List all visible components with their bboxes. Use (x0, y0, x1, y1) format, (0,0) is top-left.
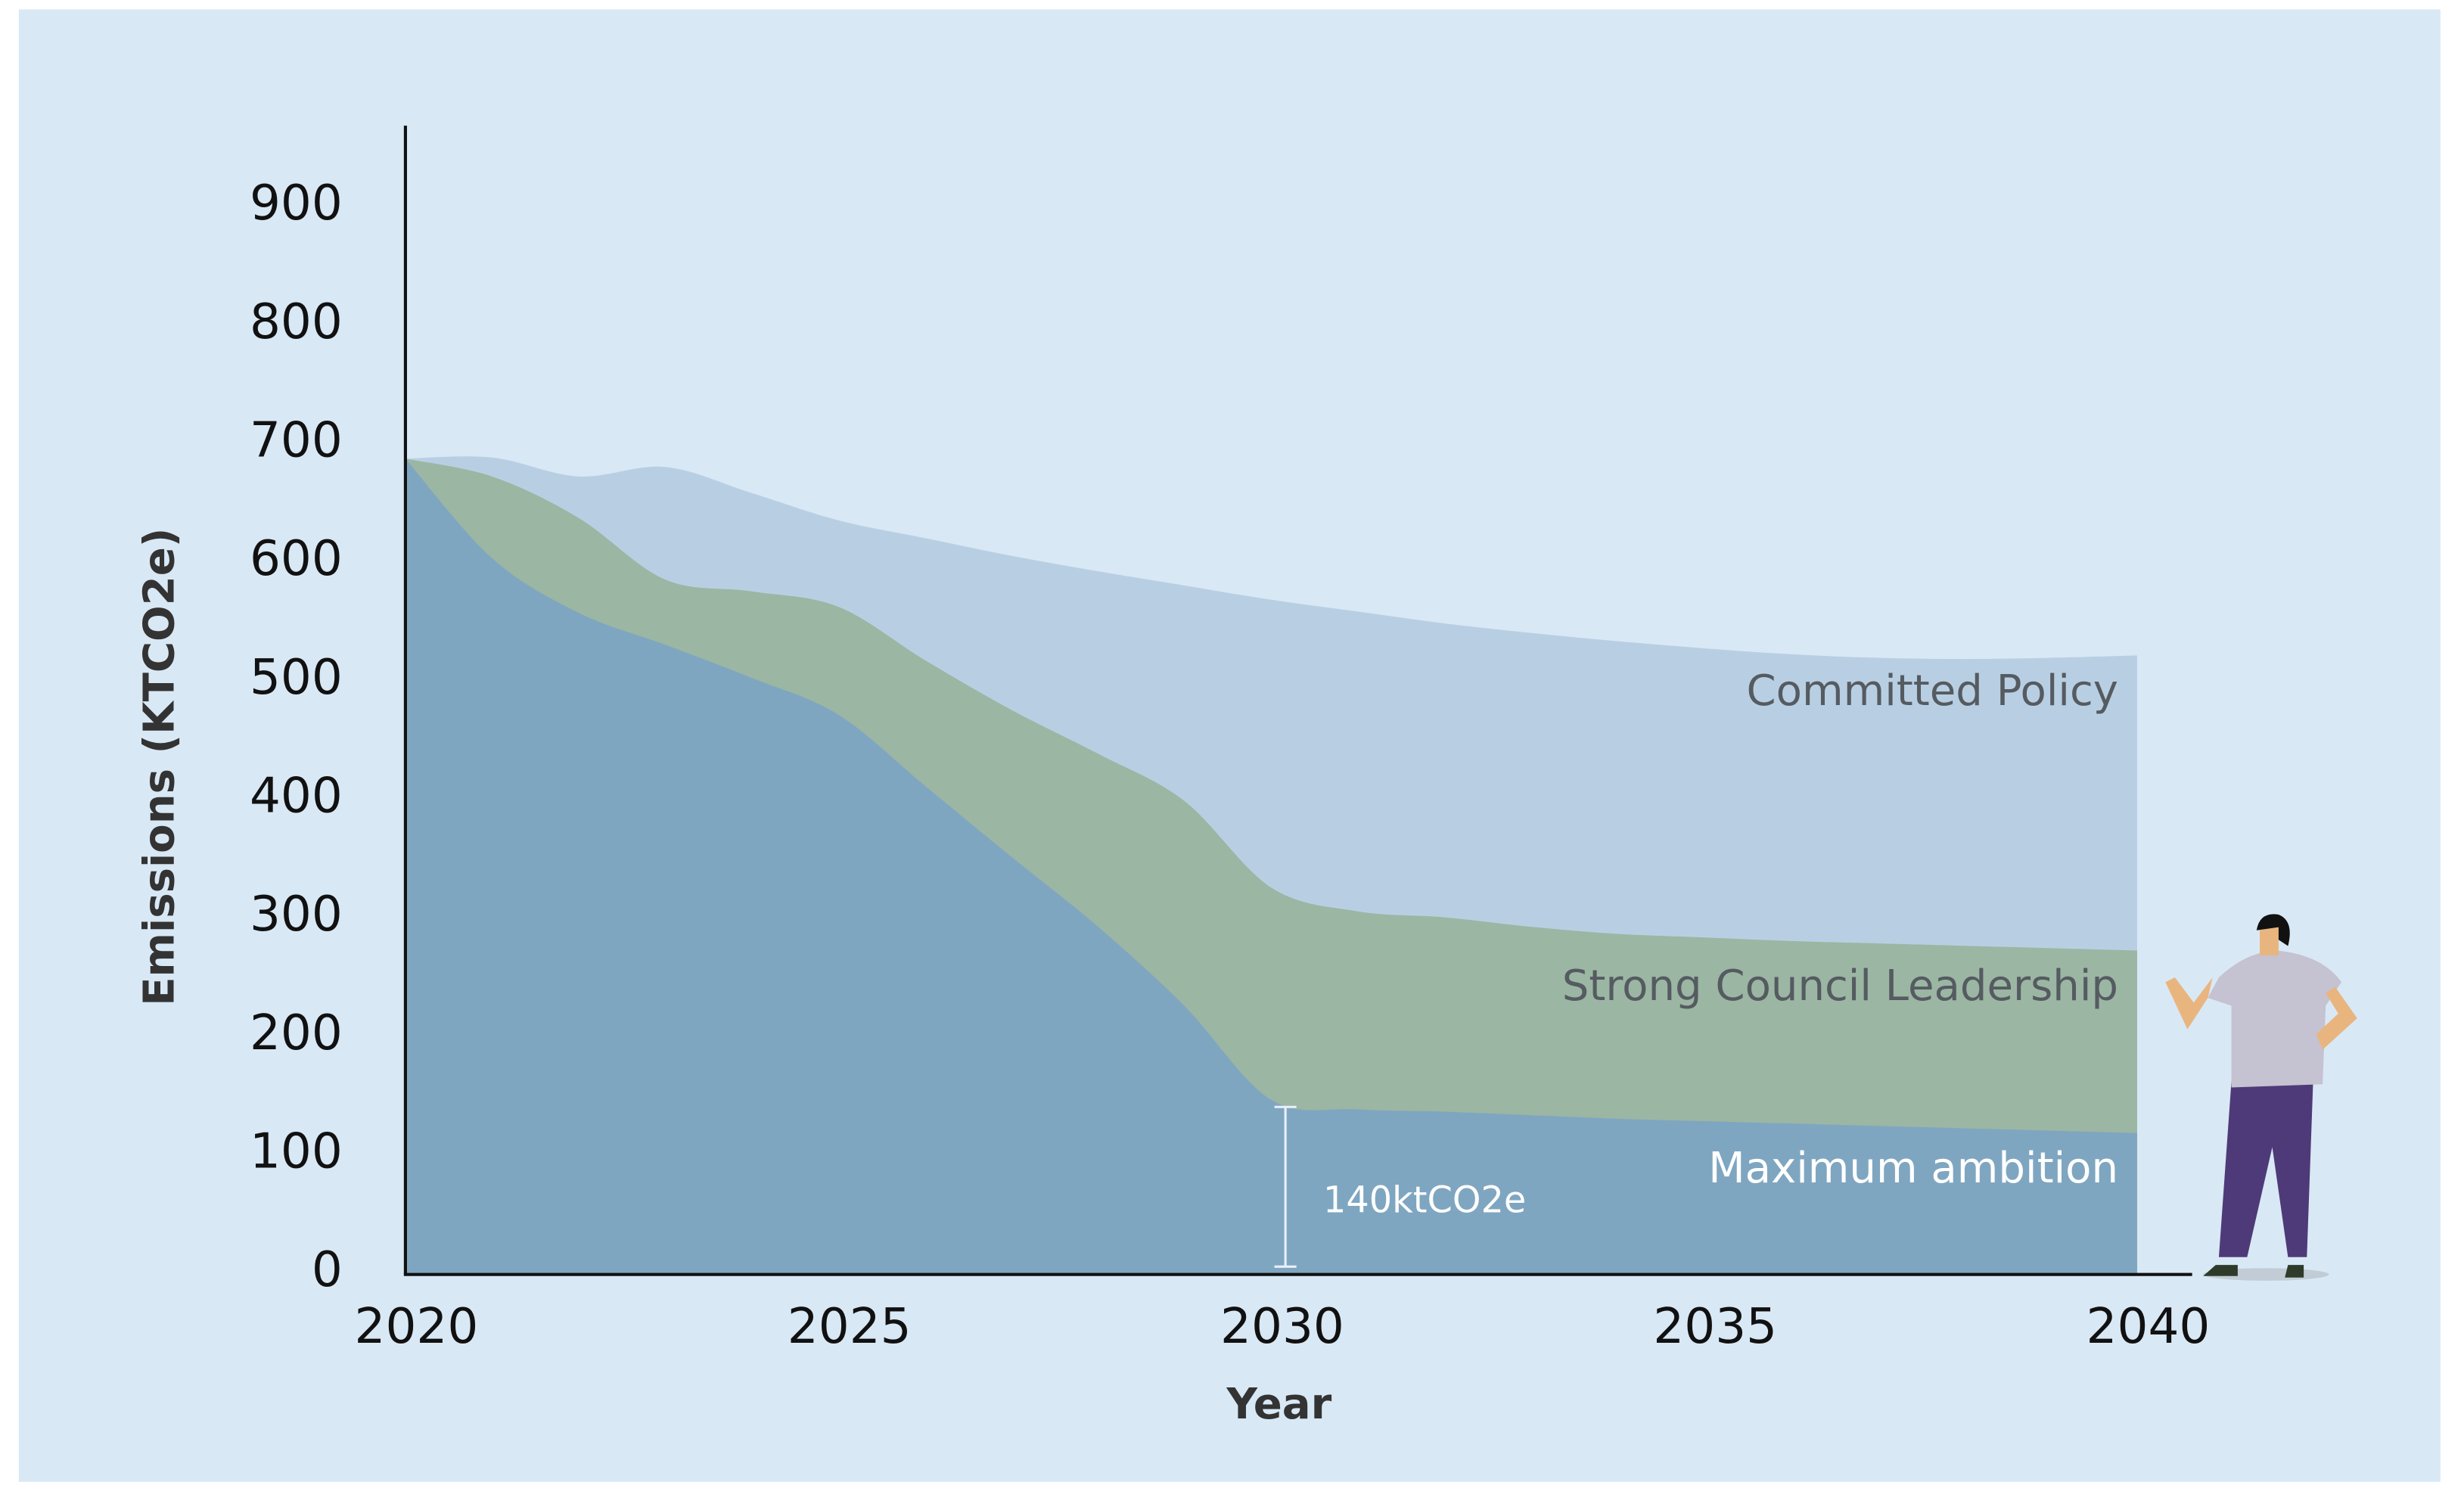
series-label: Maximum ambition (1708, 1144, 2118, 1193)
series-label: Strong Council Leadership (1562, 962, 2118, 1011)
x-axis-title: Year (1226, 1380, 1331, 1429)
x-tick-label: 2030 (1220, 1298, 1344, 1355)
y-axis-title: Emissions (KTCO2e) (135, 528, 185, 1006)
y-tick-label: 900 (250, 175, 343, 231)
y-tick-label: 600 (250, 530, 343, 587)
plot-area (405, 456, 2137, 1273)
y-tick-label: 0 (312, 1241, 343, 1298)
y-tick-label: 100 (250, 1123, 343, 1179)
y-tick-label: 200 (250, 1005, 343, 1061)
x-tick-label: 2025 (788, 1298, 912, 1355)
series-label: Committed Policy (1747, 666, 2119, 716)
y-tick-label: 500 (250, 649, 343, 706)
annotation-text: 140ktCO2e (1323, 1180, 1526, 1222)
x-tick-label: 2020 (355, 1298, 479, 1355)
x-tick-label: 2035 (1653, 1298, 1777, 1355)
y-tick-label: 700 (250, 412, 343, 469)
y-tick-label: 300 (250, 886, 343, 943)
area (405, 458, 2137, 1273)
y-tick-label: 800 (250, 294, 343, 350)
y-tick-label: 400 (250, 768, 343, 825)
person-illustration (2165, 914, 2357, 1281)
x-tick-label: 2040 (2086, 1298, 2211, 1355)
